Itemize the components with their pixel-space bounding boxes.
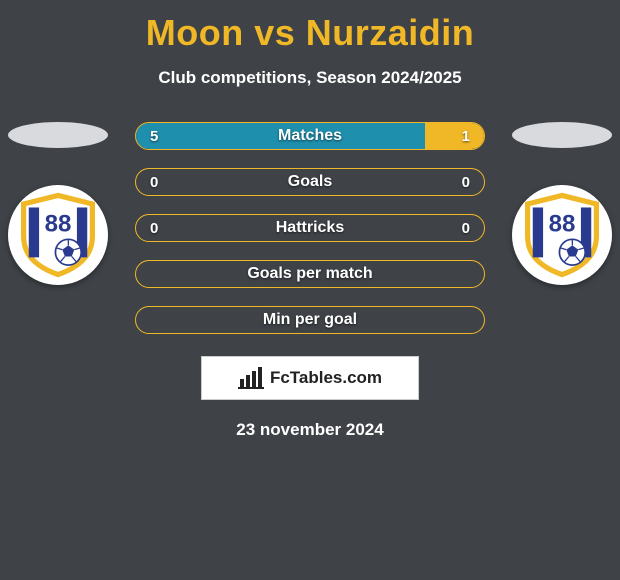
brand-box[interactable]: FcTables.com [201,356,419,400]
stat-bars: 51Matches 00Goals 00Hattricks Goals per mat… [135,122,485,334]
stat-label: Goals [136,169,484,195]
stat-label: Matches [136,123,484,149]
stat-label: Goals per match [136,261,484,287]
comparison-panel: 88 88 51Matches 00Goals 00Hattricks Goals p… [0,122,620,440]
club-badge-icon: 88 [519,192,605,278]
stat-bar: 00Hattricks [135,214,485,242]
page-title: Moon vs Nurzaidin [0,0,620,54]
player-left-column: 88 [0,122,120,285]
stat-bar: Min per goal [135,306,485,334]
player-left-badge: 88 [8,185,108,285]
player-right-shadow [512,122,612,148]
stat-label: Min per goal [136,307,484,333]
player-right-column: 88 [500,122,620,285]
svg-text:88: 88 [549,211,576,238]
stat-label: Hattricks [136,215,484,241]
brand-chart-icon [238,367,264,389]
player-right-badge: 88 [512,185,612,285]
date-text: 23 november 2024 [0,420,620,440]
stat-bar: Goals per match [135,260,485,288]
stat-bar: 00Goals [135,168,485,196]
svg-text:88: 88 [45,211,72,238]
brand-text: FcTables.com [270,368,382,388]
subtitle: Club competitions, Season 2024/2025 [0,68,620,88]
player-left-shadow [8,122,108,148]
club-badge-icon: 88 [15,192,101,278]
stat-bar: 51Matches [135,122,485,150]
